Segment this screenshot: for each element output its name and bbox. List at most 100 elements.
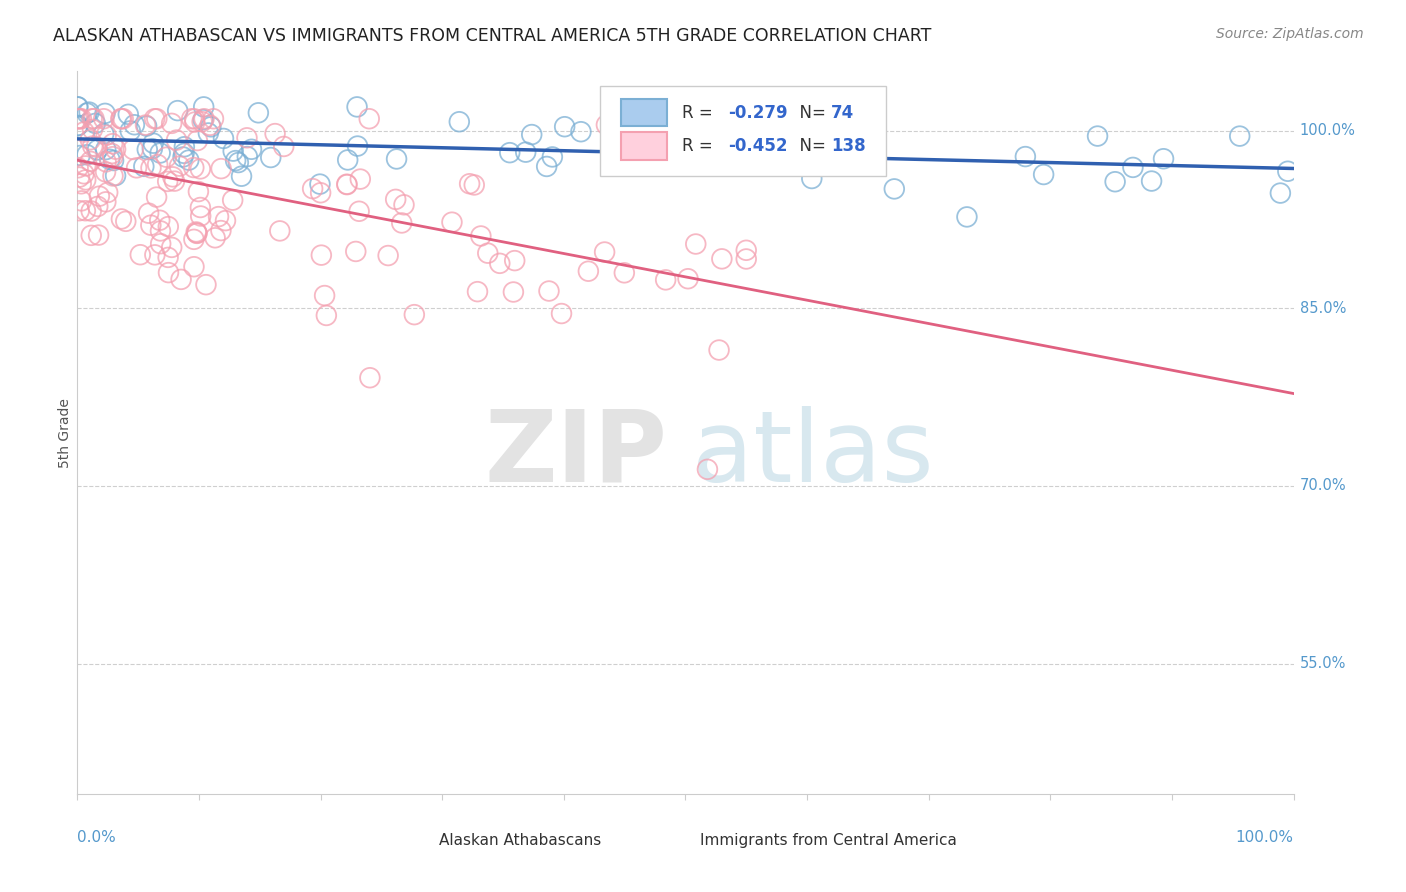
Point [222,144,245,158]
Point [67,203,90,218]
Point [86,143,108,157]
Point [110,112,132,126]
Point [112,112,135,126]
Text: R =: R = [682,103,718,121]
Point [101,146,124,161]
Point [183,232,205,246]
Point [69,148,91,162]
Point [209,223,232,237]
Text: ALASKAN ATHABASCAN VS IMMIGRANTS FROM CENTRAL AMERICA 5TH GRADE CORRELATION CHAR: ALASKAN ATHABASCAN VS IMMIGRANTS FROM CE… [53,27,932,45]
FancyBboxPatch shape [600,86,886,176]
Point [193,112,215,126]
Point [503,253,526,268]
Text: 55.0%: 55.0% [1299,657,1346,671]
Point [1087,129,1109,144]
Point [70,112,93,126]
Point [136,143,159,157]
Point [190,209,212,223]
Point [139,218,162,232]
Point [470,229,492,244]
Point [104,169,127,183]
Point [170,272,193,286]
Point [166,133,188,147]
Point [79,154,101,169]
Point [110,112,132,126]
Point [180,112,202,126]
Point [336,178,359,192]
Point [515,145,537,160]
Point [149,236,172,251]
Point [172,150,194,164]
Point [101,150,124,164]
Point [183,260,205,274]
Point [94,143,117,157]
Point [537,284,560,298]
Point [576,264,599,278]
Point [569,125,592,139]
Point [184,115,207,129]
Point [260,151,283,165]
Point [79,133,101,147]
Point [96,128,118,143]
Point [225,153,247,168]
Point [309,177,332,191]
Point [707,343,730,357]
Point [177,153,200,167]
Point [187,185,209,199]
Point [273,139,295,153]
Point [710,252,733,266]
Point [98,153,121,167]
Point [67,161,90,175]
Point [70,194,93,208]
Point [200,120,222,134]
Point [463,178,485,192]
Text: R =: R = [682,136,718,155]
Text: 85.0%: 85.0% [1299,301,1346,316]
Point [595,118,617,132]
Point [554,120,576,134]
Point [541,150,564,164]
Point [550,306,572,320]
Point [157,219,180,234]
Point [883,182,905,196]
Point [1277,164,1299,178]
Point [169,159,191,173]
Point [735,244,758,258]
Point [186,226,208,240]
Point [214,213,236,227]
Point [197,126,219,140]
Point [195,277,218,292]
Point [832,158,855,172]
Point [94,165,117,179]
Point [685,237,707,252]
Point [166,103,188,118]
Point [240,142,263,156]
Point [191,112,214,127]
Point [188,161,211,176]
FancyBboxPatch shape [621,99,668,127]
Point [657,152,679,166]
Point [336,153,359,167]
Point [1104,175,1126,189]
Point [212,131,235,145]
Point [69,170,91,185]
Point [1140,174,1163,188]
FancyBboxPatch shape [621,132,668,160]
Point [82,112,104,126]
Point [129,248,152,262]
Point [76,147,98,161]
Point [132,160,155,174]
Point [191,114,214,128]
Point [73,125,96,139]
Point [157,251,180,265]
Point [114,214,136,228]
Point [94,154,117,169]
Text: 100.0%: 100.0% [1236,830,1294,845]
Text: 0.0%: 0.0% [77,830,117,845]
Point [75,159,97,173]
Point [209,161,232,176]
Point [344,244,367,259]
Point [162,169,184,184]
Point [75,173,97,187]
Point [301,181,323,195]
